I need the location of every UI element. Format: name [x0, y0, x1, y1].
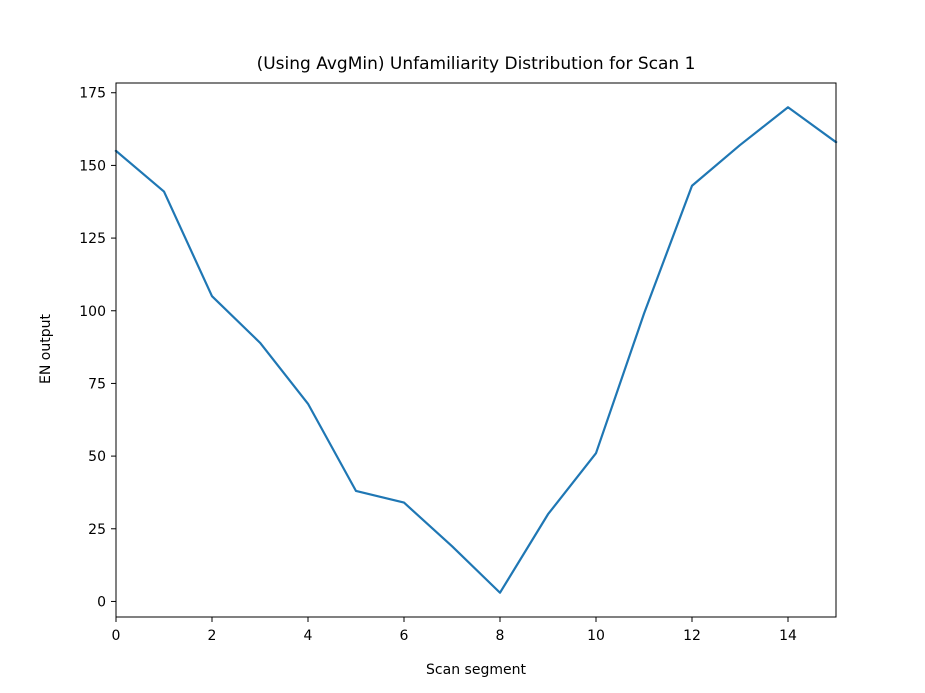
x-tick-label: 14: [779, 628, 797, 644]
plot-area: 0 2 4 6 8 10 12 14 0 25 50 75 100 125 150 175: [79, 82, 838, 644]
y-tick-label: 25: [88, 522, 106, 538]
y-axis-label: EN output: [38, 314, 54, 384]
y-tick-label: 125: [79, 231, 106, 247]
y-tick-label: 0: [97, 594, 106, 610]
chart-title: (Using AvgMin) Unfamiliarity Distributio…: [257, 54, 696, 74]
x-tick-label: 4: [304, 628, 313, 644]
y-tick-label: 150: [79, 158, 106, 174]
y-tick-label: 75: [88, 376, 106, 392]
x-tick-label: 6: [400, 628, 409, 644]
x-tick-label: 12: [683, 628, 701, 644]
series-line-0: [114, 106, 838, 594]
x-tick-label: 0: [112, 628, 121, 644]
y-tick-label: 175: [79, 86, 106, 102]
y-tick-label: 50: [88, 449, 106, 465]
x-axis-label: Scan segment: [426, 662, 526, 678]
x-tick-label: 8: [496, 628, 505, 644]
x-tick-label: 2: [208, 628, 217, 644]
x-tick-label: 10: [587, 628, 605, 644]
plot-frame: [115, 82, 837, 618]
y-tick-label: 100: [79, 304, 106, 320]
